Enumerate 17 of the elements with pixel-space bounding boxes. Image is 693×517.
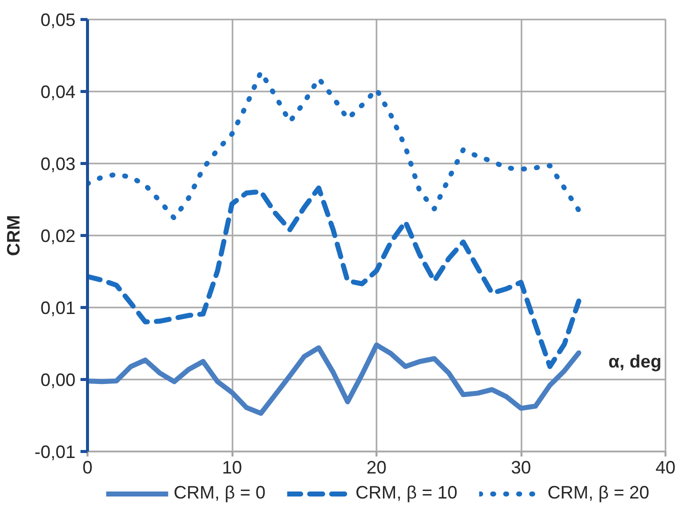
y-axis-title: CRM [3,214,24,256]
y-tick-label: 0,04 [40,82,76,102]
x-tick-label: 10 [222,458,242,478]
x-tick-label: 30 [510,458,532,478]
y-tick-label: 0,05 [40,10,76,30]
x-tick-label: 40 [655,458,676,478]
legend-label: CRM, β = 0 [174,482,266,504]
x-axis-title: α, deg [608,352,662,372]
y-tick-label: 0,00 [40,370,76,390]
x-tick-label: 20 [366,458,387,478]
y-tick-label: 0,03 [40,154,76,174]
y-tick-label: 0,01 [40,298,76,318]
legend-label: CRM, β = 20 [547,482,650,504]
legend-label: CRM, β = 10 [356,482,458,504]
y-tick-label: -0,01 [34,442,76,462]
x-tick-label: 0 [82,458,93,478]
y-tick-label: 0,02 [40,226,76,246]
